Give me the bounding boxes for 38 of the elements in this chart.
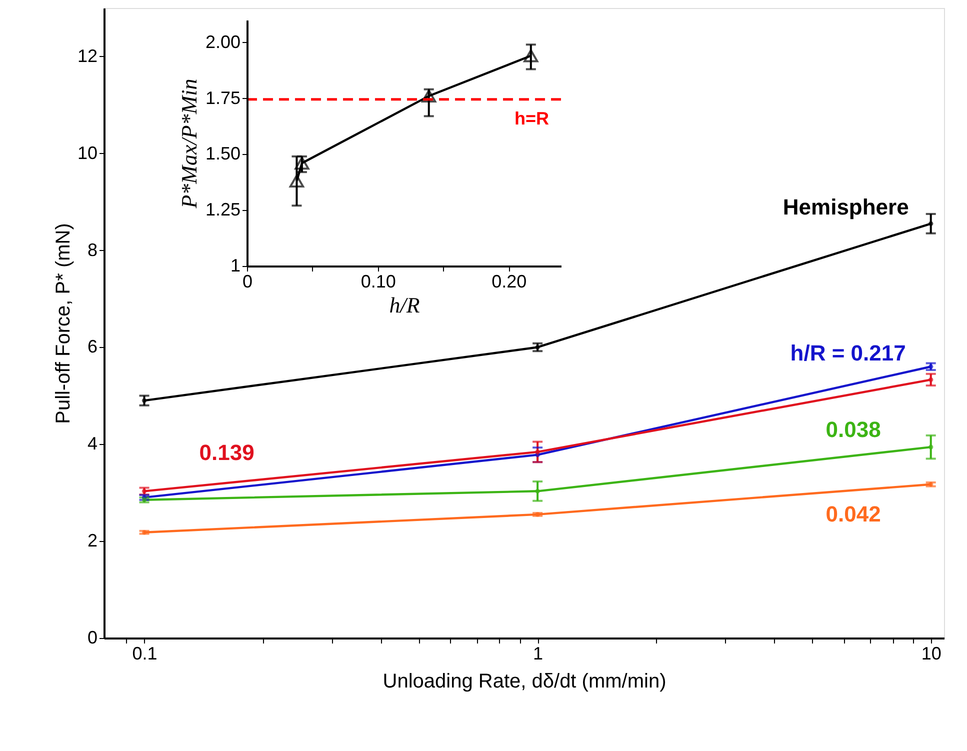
x-tick-label: 1 (533, 644, 544, 664)
series-label: Hemisphere (782, 194, 909, 220)
y-axis-title: P*Max/P*Min (176, 78, 202, 210)
point (294, 156, 310, 170)
y-tick-label: 4 (87, 434, 98, 454)
y-tick-label: 12 (77, 46, 98, 66)
y-tick-label: 2 (87, 530, 98, 551)
ref-line-label: h=R (514, 108, 549, 128)
y-tick-label: 1.75 (205, 88, 240, 108)
x-tick-label: 0 (242, 272, 253, 292)
series-label: h/R = 0.217 (790, 340, 906, 366)
x-tick-label: 0.1 (132, 644, 158, 664)
y-axis-title: Pull-off Force, P* (mN) (52, 223, 74, 424)
y-tick-label: 0 (87, 628, 98, 648)
point (928, 444, 934, 450)
y-tick-label: 8 (87, 240, 98, 260)
point (535, 450, 540, 454)
y-tick-label: 1.25 (205, 200, 240, 220)
y-tick-label: 10 (77, 142, 98, 163)
point (535, 488, 540, 494)
x-tick-label: 0.10 (360, 272, 396, 292)
point (422, 90, 436, 103)
x-tick-label: 0.20 (492, 272, 527, 292)
y-tick-label: 6 (87, 336, 98, 357)
point (928, 377, 934, 382)
series-label: 0.042 (826, 501, 881, 526)
x-axis-title: Unloading Rate, dδ/dt (mm/min) (382, 670, 666, 692)
y-tick-label: 1.50 (205, 144, 240, 164)
point (289, 174, 304, 188)
y-tick-label: 2.00 (205, 32, 240, 52)
point (928, 221, 934, 226)
series-label: 0.139 (199, 440, 254, 466)
point (524, 49, 538, 62)
series-label: 0.038 (826, 417, 881, 442)
y-tick-label: 1 (230, 256, 240, 276)
x-tick-label: 10 (921, 644, 942, 664)
x-axis-title: h/R (389, 292, 420, 318)
point (142, 398, 147, 403)
